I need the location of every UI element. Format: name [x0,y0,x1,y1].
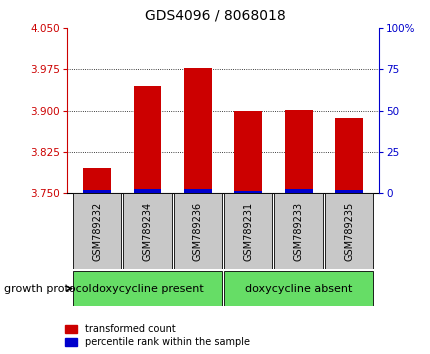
Bar [284,109,312,193]
Bar [133,189,161,193]
Text: doxycycline present: doxycycline present [91,284,203,293]
Bar [324,193,372,269]
Text: GSM789236: GSM789236 [192,201,203,261]
Text: GDS4096 / 8068018: GDS4096 / 8068018 [145,9,285,23]
Text: GSM789235: GSM789235 [343,201,353,261]
Bar [83,190,111,193]
Bar [224,193,272,269]
Bar [73,193,121,269]
Bar [224,271,372,306]
Legend: transformed count, percentile rank within the sample: transformed count, percentile rank withi… [65,325,249,347]
Bar [274,193,322,269]
Text: growth protocol: growth protocol [4,284,92,293]
Bar [234,191,261,193]
Bar [284,189,312,193]
Text: GSM789232: GSM789232 [92,201,102,261]
Bar [83,168,111,193]
Text: doxycycline absent: doxycycline absent [244,284,351,293]
Text: GSM789233: GSM789233 [293,201,303,261]
Bar [335,118,362,193]
Bar [184,189,211,193]
Bar [184,68,211,193]
Bar [73,271,221,306]
Text: GSM789231: GSM789231 [243,201,253,261]
Bar [123,193,171,269]
Bar [234,111,261,193]
Bar [133,86,161,193]
Bar [173,193,221,269]
Bar [335,190,362,193]
Text: GSM789234: GSM789234 [142,201,152,261]
